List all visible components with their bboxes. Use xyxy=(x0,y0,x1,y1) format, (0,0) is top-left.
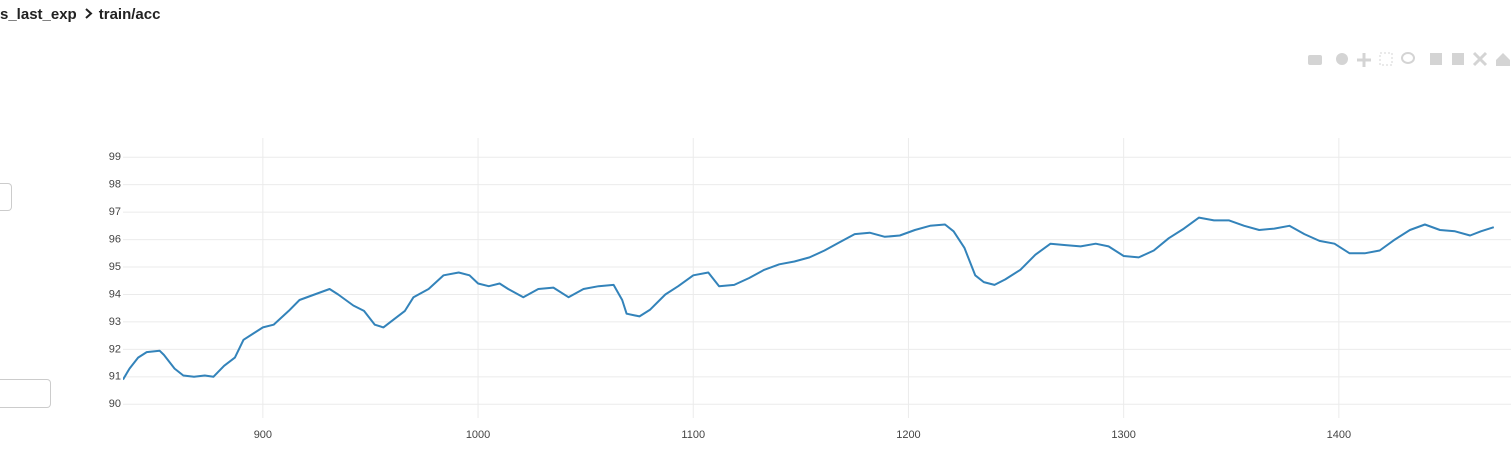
breadcrumb-experiment[interactable]: s_last_exp xyxy=(0,6,77,23)
autoscale-icon[interactable] xyxy=(1472,51,1488,67)
breadcrumb-metric: train/acc xyxy=(98,6,161,23)
y-tick-label: 99 xyxy=(109,151,121,163)
x-tick-label: 1100 xyxy=(681,429,705,441)
zoom-out-icon[interactable] xyxy=(1452,53,1464,65)
y-tick-label: 90 xyxy=(109,398,121,410)
x-tick-label: 900 xyxy=(254,429,272,441)
lasso-icon[interactable] xyxy=(1401,52,1415,64)
toolbar xyxy=(1308,51,1510,67)
y-tick-label: 98 xyxy=(109,179,121,191)
y-tick-label: 95 xyxy=(109,261,121,273)
zoom-in-icon[interactable] xyxy=(1430,53,1442,65)
x-tick-label: 1200 xyxy=(896,429,920,441)
series-line xyxy=(123,216,1495,381)
y-tick-label: 91 xyxy=(109,371,121,383)
y-tick-label: 93 xyxy=(109,316,121,328)
y-tick-label: 96 xyxy=(109,233,121,245)
x-tick-label: 1000 xyxy=(466,429,490,441)
breadcrumb: s_last_exp train/acc xyxy=(0,6,160,23)
camera-icon[interactable] xyxy=(1308,55,1322,65)
y-tick-label: 92 xyxy=(109,343,121,355)
zoom-icon[interactable] xyxy=(1336,53,1348,65)
y-tick-label: 94 xyxy=(109,288,121,300)
x-tick-label: 1400 xyxy=(1327,429,1351,441)
chevron xyxy=(85,8,93,19)
y-tick-label: 97 xyxy=(109,206,121,218)
input-box[interactable] xyxy=(0,379,51,408)
x-tick-label: 1300 xyxy=(1111,429,1135,441)
select-icon[interactable] xyxy=(1379,52,1393,66)
pan-icon[interactable] xyxy=(1357,53,1371,67)
home-icon[interactable] xyxy=(1496,53,1510,66)
input-box[interactable] xyxy=(0,183,12,211)
